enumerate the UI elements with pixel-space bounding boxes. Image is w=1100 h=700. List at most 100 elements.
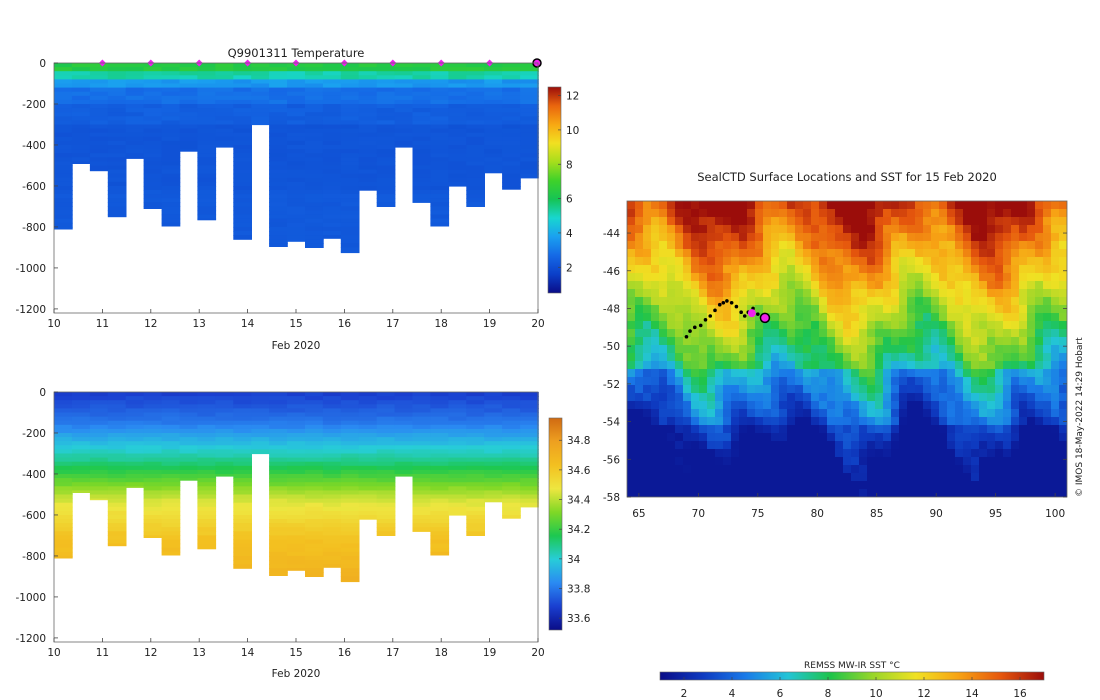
profile-cell (502, 416, 521, 422)
sst-cell (835, 417, 844, 426)
sst-cell (907, 465, 916, 474)
profile-column (520, 63, 539, 179)
sst-cell (747, 433, 756, 442)
profile-cell (107, 198, 127, 203)
profile-cell (376, 461, 396, 467)
sst-cell (787, 297, 796, 306)
sst-cell (731, 481, 740, 490)
profile-cell (412, 161, 432, 167)
sst-cell (923, 441, 932, 450)
sst-cell (659, 417, 668, 426)
sst-cell (795, 201, 804, 210)
profile-cell (376, 506, 396, 512)
sst-cell (771, 441, 780, 450)
profile-cell (520, 149, 539, 154)
profile-cell (54, 108, 73, 113)
sst-cell (963, 217, 972, 226)
sst-cell (659, 241, 668, 250)
sst-colorbar-tick-label: 6 (777, 688, 784, 700)
sst-cell (723, 313, 732, 322)
profile-column (179, 63, 199, 152)
sst-cell (803, 289, 812, 298)
profile-cell (484, 400, 503, 405)
profile-cell (233, 457, 252, 463)
profile-cell (466, 181, 485, 187)
profile-cell (89, 490, 109, 496)
sst-cell (1027, 377, 1036, 386)
sst-cell (987, 321, 996, 330)
profile-column (161, 63, 181, 227)
profile-cell (322, 449, 342, 455)
profile-cell (197, 441, 217, 446)
profile-cell (287, 210, 306, 216)
sst-cell (1027, 297, 1036, 306)
sst-cell (1051, 281, 1060, 290)
profile-cell (412, 120, 432, 126)
map-title: SealCTD Surface Locations and SST for 15… (697, 170, 997, 184)
sst-cell (675, 401, 684, 410)
sst-cell (835, 409, 844, 418)
sst-cell (739, 209, 748, 218)
profile-cell (394, 469, 414, 475)
sst-cell (811, 289, 820, 298)
sst-cell (1059, 457, 1067, 466)
profile-column (143, 63, 163, 209)
sst-cell (635, 257, 644, 266)
sst-cell (923, 201, 932, 210)
profile-cell (197, 482, 217, 487)
profile-cell (269, 140, 288, 146)
sst-cell (979, 489, 988, 497)
profile-cell (358, 79, 378, 85)
sst-cell (675, 417, 684, 426)
profile-cell (233, 486, 252, 491)
x-tick-label: 13 (193, 647, 206, 659)
profile-cell (322, 120, 342, 126)
sst-cell (915, 465, 924, 474)
sst-cell (699, 401, 708, 410)
profile-cell (215, 91, 234, 97)
profile-cell (233, 482, 252, 487)
sst-cell (787, 345, 796, 354)
sst-cell (683, 305, 692, 314)
sst-cell (891, 441, 900, 450)
sst-cell (635, 481, 644, 490)
profile-cell (54, 461, 73, 467)
profile-cell (269, 486, 288, 491)
map-axes-frame (626, 200, 1068, 498)
sst-cell (683, 385, 692, 394)
profile-cell (340, 408, 360, 414)
profile-cell (179, 478, 199, 481)
profile-cell (376, 63, 396, 68)
sst-cell (731, 297, 740, 306)
profile-cell (394, 396, 414, 401)
profile-cell (269, 83, 288, 89)
profile-cell (54, 140, 73, 146)
sst-cell (643, 209, 652, 218)
track-point (756, 312, 760, 316)
sst-cell (659, 473, 668, 482)
profile-cell (502, 104, 521, 109)
profile-cell (430, 136, 450, 142)
profile-cell (466, 165, 485, 171)
sst-cell (667, 241, 676, 250)
sst-cell (955, 345, 964, 354)
sst-cell (795, 449, 804, 458)
sst-cell (1027, 225, 1036, 234)
profile-cell (269, 116, 288, 121)
sst-cell (875, 409, 884, 418)
profile-cell (233, 494, 252, 500)
profile-cell (305, 186, 324, 191)
sst-cell (683, 369, 692, 378)
profile-column (287, 392, 306, 571)
profile-cell (107, 424, 127, 430)
profile-cell (340, 177, 360, 183)
profile-cell (322, 412, 342, 418)
sst-cell (723, 425, 732, 434)
sst-cell (819, 489, 828, 497)
profile-cell (233, 202, 252, 207)
sst-cell (859, 233, 868, 242)
sst-cell (923, 225, 932, 234)
profile-column (215, 392, 234, 477)
sst-cell (771, 241, 780, 250)
profile-cell (340, 239, 360, 244)
